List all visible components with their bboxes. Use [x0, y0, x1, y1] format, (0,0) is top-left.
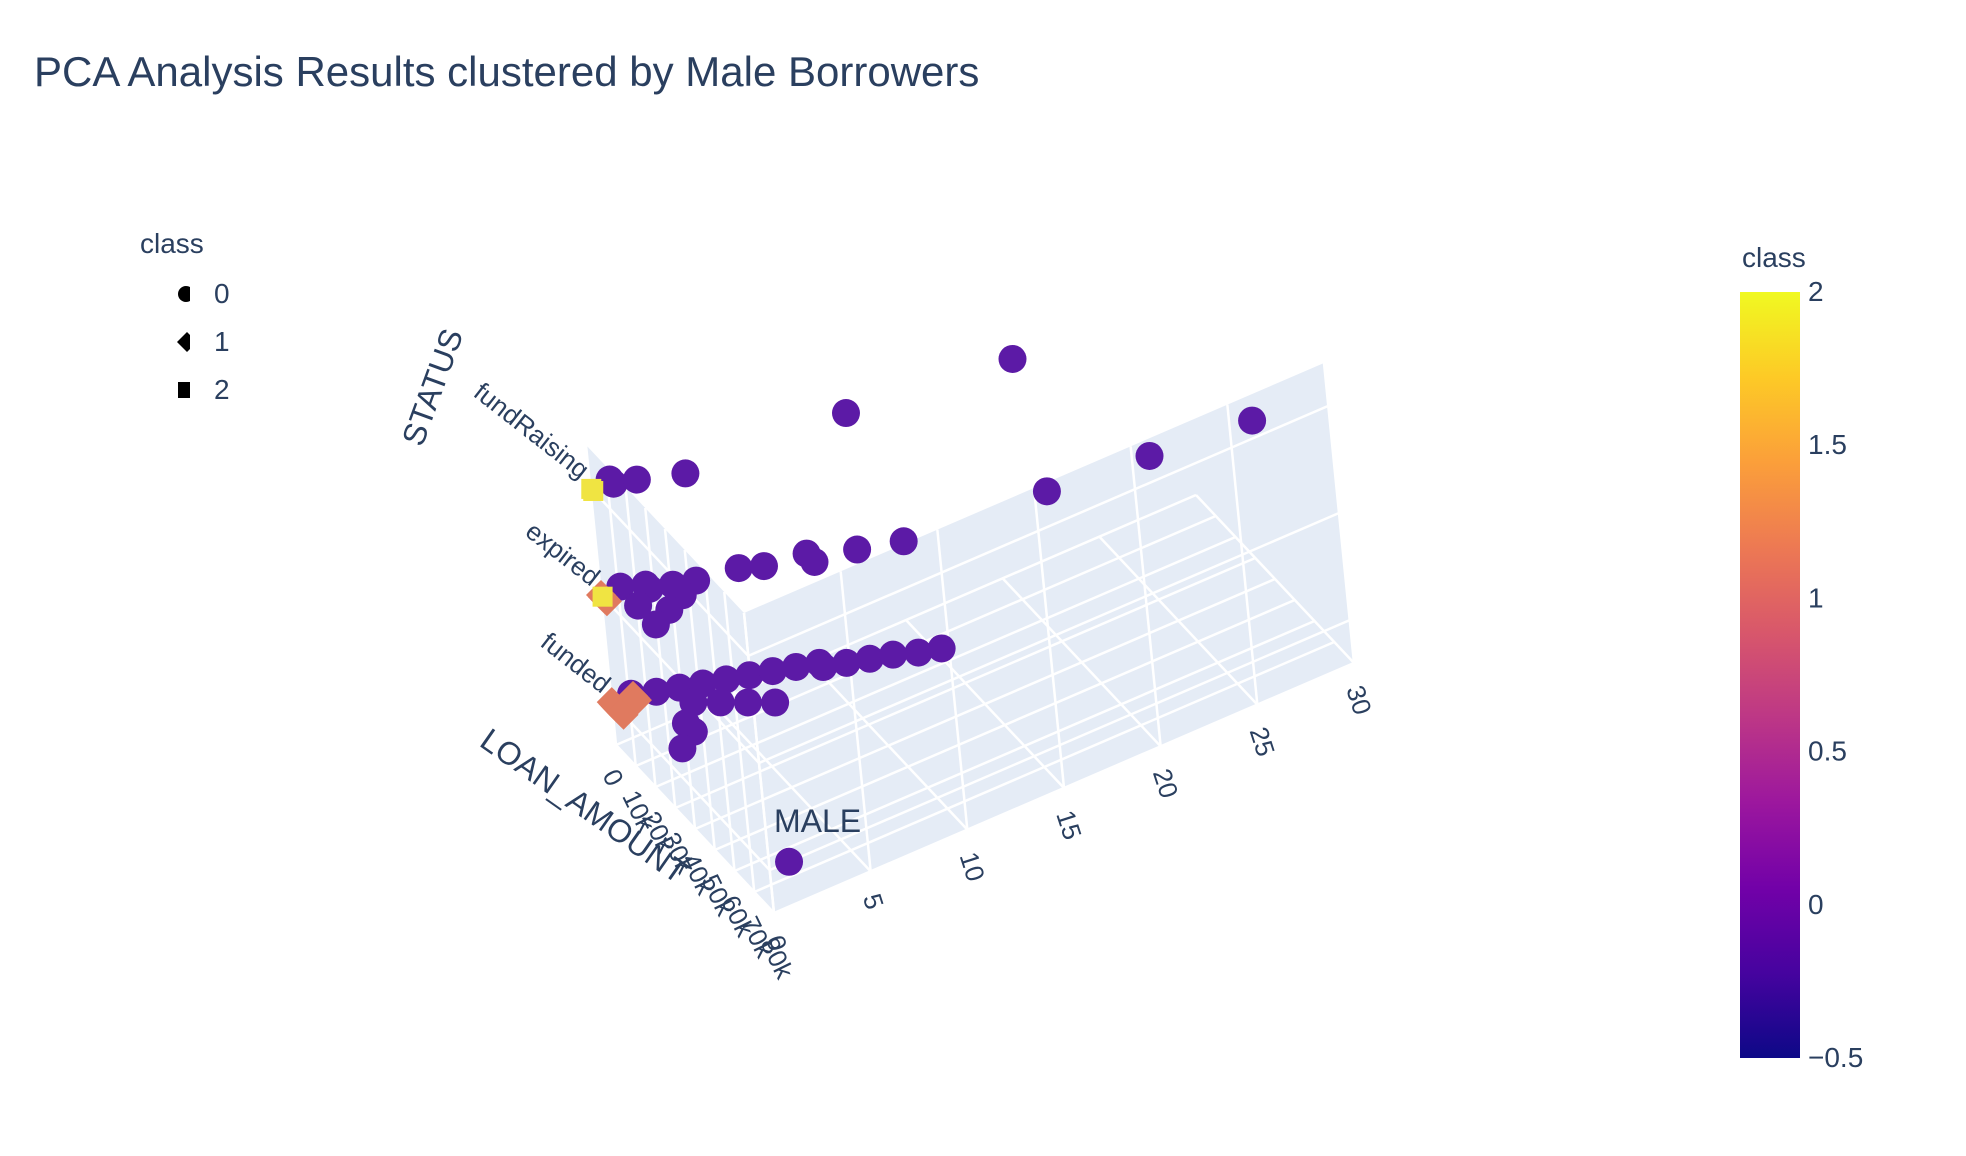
data-point[interactable] — [832, 648, 861, 677]
circle-icon — [178, 286, 190, 302]
y-tick-label: 20 — [1147, 765, 1184, 802]
data-point[interactable] — [831, 399, 860, 428]
y-tick-label: 10 — [954, 848, 991, 885]
data-point[interactable] — [724, 554, 753, 583]
y-tick-label: 25 — [1244, 723, 1281, 760]
data-point[interactable] — [671, 459, 700, 488]
z-tick-label: expired — [520, 516, 606, 592]
z-axis-title: STATUS — [395, 324, 470, 450]
data-point[interactable] — [927, 634, 956, 663]
diamond-icon — [177, 332, 190, 352]
y-tick-label: 30 — [1340, 682, 1377, 719]
data-point[interactable] — [599, 469, 628, 498]
data-point[interactable] — [904, 638, 933, 667]
data-point[interactable] — [1135, 441, 1164, 470]
data-point[interactable] — [621, 685, 652, 716]
series-2 — [581, 478, 613, 607]
colorbar-tick-label: 2 — [1808, 276, 1824, 307]
data-point[interactable] — [843, 535, 872, 564]
data-point[interactable] — [761, 688, 790, 717]
z-tick-label: fundRaising — [468, 376, 595, 484]
legend: class 0 1 2 — [140, 228, 230, 414]
y-tick-label: 5 — [857, 890, 890, 913]
data-point[interactable] — [1032, 477, 1061, 506]
legend-label: 1 — [214, 326, 230, 357]
legend-item-1[interactable]: 1 — [140, 318, 230, 366]
series-0 — [595, 344, 1267, 876]
colorbar-gradient — [1740, 292, 1800, 1058]
colorbar-tick-label: 0.5 — [1808, 736, 1847, 767]
data-point[interactable] — [735, 661, 764, 690]
data-point[interactable] — [712, 665, 741, 694]
square-icon — [178, 382, 190, 398]
colorbar-title: class — [1742, 242, 1806, 273]
data-point[interactable] — [749, 552, 778, 581]
data-point[interactable] — [622, 465, 651, 494]
data-point[interactable] — [998, 344, 1027, 373]
data-point[interactable] — [641, 610, 670, 639]
legend-title: class — [140, 228, 204, 259]
data-point[interactable] — [889, 527, 918, 556]
legend-label: 0 — [214, 278, 230, 309]
colorbar: 2 1.5 1 0.5 0 −0.5 — [1740, 276, 1863, 1073]
data-point[interactable] — [624, 591, 653, 620]
colorbar-tick-label: 1 — [1808, 582, 1824, 613]
legend-item-2[interactable]: 2 — [140, 366, 230, 414]
y-tick-label: 15 — [1050, 807, 1087, 844]
data-point[interactable] — [800, 548, 829, 576]
y-axis-title: MALE — [774, 803, 861, 839]
colorbar-tick-label: −0.5 — [1808, 1042, 1863, 1073]
chart-title: PCA Analysis Results clustered by Male B… — [34, 48, 980, 95]
grid-lines — [584, 362, 1356, 915]
data-point[interactable] — [583, 481, 604, 502]
data-point[interactable] — [809, 653, 838, 682]
series-1 — [586, 580, 652, 730]
data-point[interactable] — [1238, 406, 1267, 435]
colorbar-tick-label: 0 — [1808, 889, 1824, 920]
data-point[interactable] — [782, 652, 811, 681]
data-point[interactable] — [775, 847, 804, 876]
data-point[interactable] — [855, 644, 884, 673]
data-point[interactable] — [879, 640, 908, 669]
data-point[interactable] — [592, 586, 613, 607]
x-tick-label: 0 — [597, 764, 630, 790]
data-point[interactable] — [758, 657, 787, 686]
colorbar-tick-label: 1.5 — [1808, 429, 1847, 460]
legend-label: 2 — [214, 374, 230, 405]
data-point[interactable] — [733, 688, 762, 717]
data-point[interactable] — [706, 688, 735, 717]
legend-item-0[interactable]: 0 — [140, 270, 230, 318]
data-points — [581, 344, 1267, 876]
data-point[interactable] — [668, 734, 697, 763]
